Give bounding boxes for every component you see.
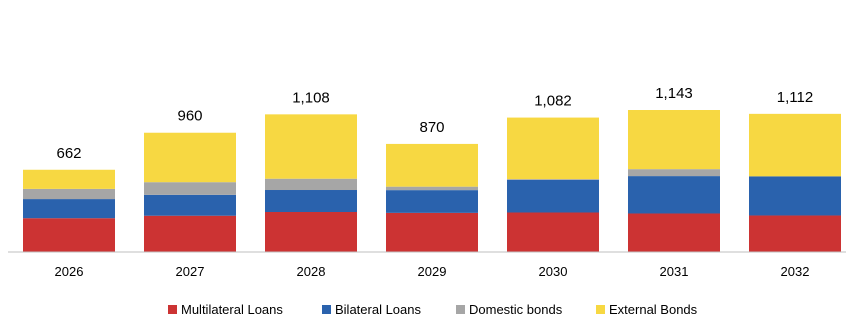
- bar-2029-bilateral-loans: [386, 190, 478, 213]
- total-labels: 662 960 1,108 870 1,082 1,143 1,112: [56, 85, 813, 162]
- x-tick-2027: 2027: [176, 264, 205, 279]
- legend-label-multilateral-loans: Multilateral Loans: [181, 302, 283, 317]
- legend-swatch-external-bonds: [596, 305, 605, 314]
- legend-label-bilateral-loans: Bilateral Loans: [335, 302, 421, 317]
- x-tick-2028: 2028: [297, 264, 326, 279]
- bar-2031-external-bonds: [628, 110, 720, 170]
- bar-2029-domestic-bonds: [386, 186, 478, 191]
- bar-2031-domestic-bonds: [628, 169, 720, 177]
- bar-2028-bilateral-loans: [265, 190, 357, 212]
- bar-2028-multilateral-loans: [265, 211, 357, 252]
- bar-2026-multilateral-loans: [23, 218, 115, 252]
- x-tick-2032: 2032: [781, 264, 810, 279]
- bars-layer: [23, 110, 841, 252]
- x-tick-labels: 2026 2027 2028 2029 2030 2031 2032: [55, 264, 810, 279]
- legend-swatch-domestic-bonds: [456, 305, 465, 314]
- bar-2032-external-bonds: [749, 113, 841, 177]
- bar-2032-multilateral-loans: [749, 215, 841, 252]
- legend-label-external-bonds: External Bonds: [609, 302, 698, 317]
- bar-2029-multilateral-loans: [386, 212, 478, 252]
- legend-swatch-bilateral-loans: [322, 305, 331, 314]
- x-tick-2026: 2026: [55, 264, 84, 279]
- total-label-2028: 1,108: [292, 89, 330, 106]
- total-label-2030: 1,082: [534, 93, 572, 110]
- x-tick-2030: 2030: [539, 264, 568, 279]
- legend-swatch-multilateral-loans: [168, 305, 177, 314]
- total-label-2026: 662: [56, 145, 81, 162]
- bar-2029-external-bonds: [386, 143, 478, 187]
- bar-2030-multilateral-loans: [507, 212, 599, 252]
- bar-2028-domestic-bonds: [265, 178, 357, 191]
- bar-2027-domestic-bonds: [144, 182, 236, 195]
- legend-label-domestic-bonds: Domestic bonds: [469, 302, 563, 317]
- bar-2026-domestic-bonds: [23, 188, 115, 200]
- total-label-2031: 1,143: [655, 85, 693, 102]
- bar-2032-bilateral-loans: [749, 176, 841, 216]
- x-tick-2029: 2029: [418, 264, 447, 279]
- bar-2026-bilateral-loans: [23, 199, 115, 219]
- bar-2027-multilateral-loans: [144, 215, 236, 252]
- bar-2027-external-bonds: [144, 132, 236, 183]
- bar-2026-external-bonds: [23, 169, 115, 189]
- total-label-2032: 1,112: [777, 89, 813, 106]
- x-tick-2031: 2031: [660, 264, 689, 279]
- bar-2028-external-bonds: [265, 114, 357, 179]
- total-label-2029: 870: [419, 119, 444, 136]
- legend: Multilateral Loans Bilateral Loans Domesti…: [168, 302, 698, 317]
- bar-2030-domestic-bonds: [507, 179, 599, 180]
- bar-2030-external-bonds: [507, 117, 599, 180]
- bar-2031-bilateral-loans: [628, 176, 720, 214]
- total-label-2027: 960: [177, 108, 202, 125]
- bar-2030-bilateral-loans: [507, 179, 599, 213]
- bar-2027-bilateral-loans: [144, 194, 236, 216]
- bar-2031-multilateral-loans: [628, 213, 720, 252]
